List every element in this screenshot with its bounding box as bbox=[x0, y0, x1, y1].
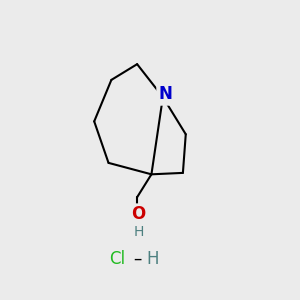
Text: O: O bbox=[131, 206, 146, 224]
Text: N: N bbox=[159, 85, 173, 103]
Text: Cl: Cl bbox=[109, 250, 125, 268]
Text: H: H bbox=[134, 224, 144, 239]
Text: H: H bbox=[147, 250, 159, 268]
Text: –: – bbox=[133, 250, 141, 268]
